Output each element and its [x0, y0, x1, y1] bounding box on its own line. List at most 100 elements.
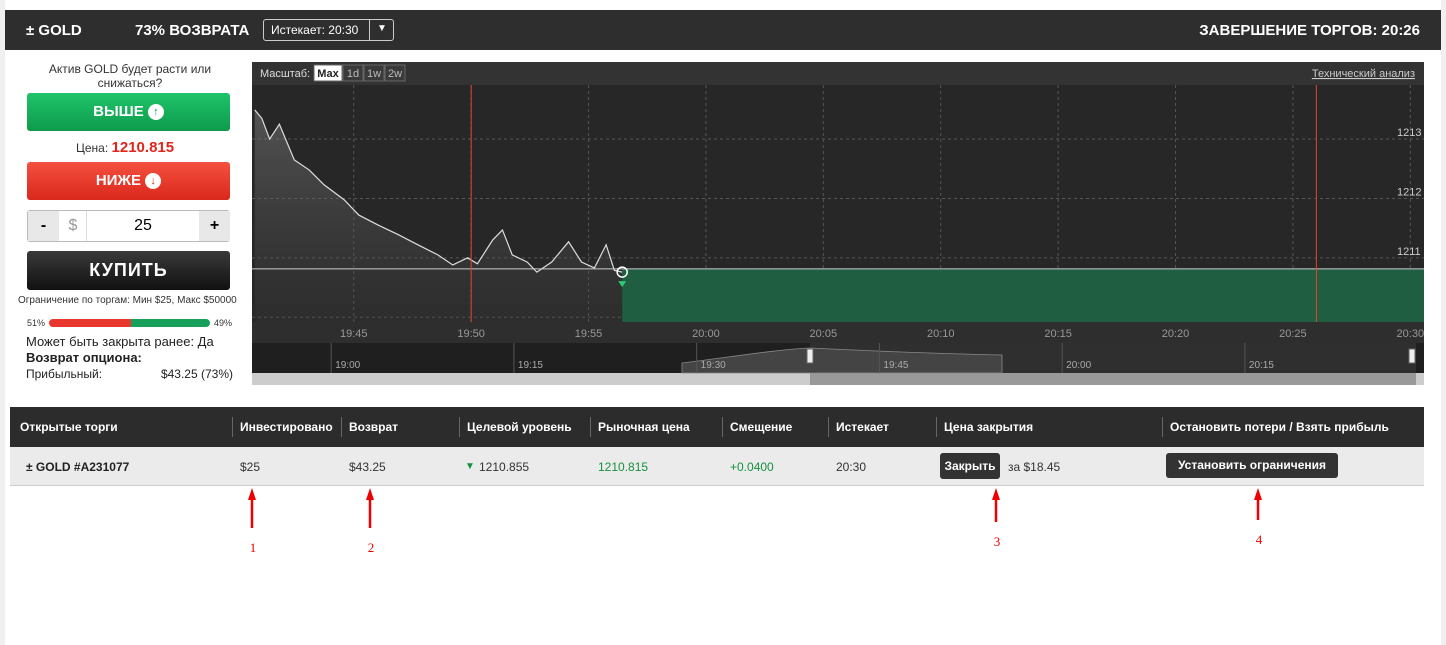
price-line: Цена: 1210.815	[76, 139, 174, 156]
annotation-number: 2	[368, 540, 375, 555]
column-header: Цена закрытия	[944, 420, 1034, 434]
cell: $43.25	[349, 460, 386, 474]
table-header	[10, 407, 1424, 447]
buy-button[interactable]: КУПИТЬ	[27, 251, 230, 290]
direction-arrow	[618, 281, 627, 288]
x-tick-label: 19:55	[575, 328, 603, 340]
column-divider	[722, 417, 723, 437]
column-header: Возврат	[349, 420, 399, 434]
column-header: Рыночная цена	[598, 420, 690, 434]
column-header: Открытые торги	[20, 420, 118, 434]
down-label: НИЖЕ	[95, 172, 141, 189]
x-tick-label: 20:00	[692, 328, 720, 340]
x-tick-label: 20:25	[1279, 328, 1307, 340]
sentiment-down-label: 51%	[27, 318, 46, 328]
x-tick-label: 20:05	[810, 328, 838, 340]
x-axis-bg	[252, 322, 1424, 343]
y-tick-label: 1213	[1397, 127, 1421, 139]
down-button[interactable]: НИЖЕ ↓	[27, 162, 230, 200]
analysis-link[interactable]: Технический анализ	[1312, 68, 1415, 80]
navigator-handle[interactable]	[1408, 348, 1416, 364]
close-button[interactable]: Закрыть	[940, 453, 1000, 479]
cell: +0.0400	[730, 460, 774, 474]
set-limits-button[interactable]: Установить ограничения	[1166, 453, 1338, 478]
zoom-button[interactable]	[363, 64, 385, 82]
close-time: ЗАВЕРШЕНИЕ ТОРГОВ: 20:26	[1199, 22, 1420, 39]
sentiment-segment	[49, 319, 132, 327]
annotation-number: 4	[1256, 532, 1263, 547]
price-line	[254, 109, 623, 273]
zoom-button[interactable]	[313, 64, 343, 82]
price-label: Цена:	[76, 141, 109, 155]
column-divider	[936, 417, 937, 437]
y-tick-label: 1211	[1397, 246, 1421, 258]
close-price: за $18.45	[1008, 460, 1061, 474]
chart: Масштаб: Технический анализ Max 1d 1w 2w 19:…	[252, 62, 1424, 385]
annotation-arrowhead	[992, 488, 1000, 500]
up-icon: ↑	[147, 104, 164, 120]
expiry-select[interactable]: Истекает: 20:30 ▼	[263, 19, 394, 41]
cell: 1210.815	[598, 460, 649, 474]
amount[interactable]: 25	[134, 217, 152, 234]
annotation-number: 1	[250, 540, 257, 555]
x-tick-label: 20:15	[1044, 328, 1072, 340]
x-tick-label: 20:30	[1397, 328, 1424, 340]
annotation-arrowhead	[1254, 488, 1262, 500]
question: Актив GOLD будет расти или снижаться?	[48, 62, 212, 90]
sentiment-bar	[49, 319, 210, 327]
x-tick-label: 19:45	[340, 328, 368, 340]
column-divider	[341, 417, 342, 437]
asset: ± GOLD	[26, 22, 82, 39]
entry-point	[616, 266, 628, 278]
profit-label: Прибыльный:	[26, 367, 103, 381]
navigator-tick-label: 20:00	[1066, 360, 1091, 371]
limits: Ограничение по торгам: Мин $25, Макс $50…	[18, 295, 237, 306]
down-icon: ↓	[145, 173, 162, 189]
return-title: Возврат опциона:	[26, 350, 142, 365]
zoom-option: 1w	[367, 68, 381, 80]
x-tick-label: 19:50	[457, 328, 485, 340]
navigator-tick-label: 19:00	[335, 360, 360, 371]
sentiment-up-label: 49%	[214, 318, 233, 328]
navigator-line	[681, 347, 1003, 374]
zoom-option: 1d	[347, 68, 359, 80]
annotation-number: 3	[994, 534, 1001, 549]
navigator-tick-label: 20:15	[1249, 360, 1274, 371]
early-close: Может быть закрыта ранее: Да	[26, 334, 214, 349]
zoom-option: 2w	[388, 68, 402, 80]
toolbar-bg	[252, 62, 1424, 85]
navigator-tick-label: 19:30	[701, 360, 726, 371]
payout: 73% ВОЗВРАТА	[135, 22, 250, 39]
profit-value: $43.25 (73%)	[160, 367, 233, 381]
annotations: 1 2 3 4	[248, 488, 1263, 555]
up-label: ВЫШЕ	[93, 103, 144, 120]
column-header: Инвестировано	[240, 420, 333, 434]
column-header: Смещение	[730, 420, 793, 434]
divider	[369, 20, 370, 40]
up-button[interactable]: ВЫШЕ ↑	[27, 93, 230, 131]
x-tick-label: 20:20	[1162, 328, 1190, 340]
sentiment-segment	[131, 319, 210, 327]
minus-button[interactable]: -	[28, 211, 59, 241]
expiry-text: Истекает: 20:30	[271, 23, 359, 37]
column-divider	[590, 417, 591, 437]
zoom-option: Max	[317, 68, 339, 80]
zoom-button[interactable]	[384, 64, 406, 82]
annotation-arrowhead	[366, 488, 374, 500]
plus-button[interactable]: +	[199, 211, 230, 241]
target-down-icon: ▼	[465, 461, 475, 472]
column-header: Остановить потери / Взять прибыль	[1170, 420, 1389, 434]
zoom-label: Масштаб:	[260, 68, 310, 80]
column-divider	[232, 417, 233, 437]
cell: 20:30	[836, 460, 867, 474]
x-tick-label: 20:10	[927, 328, 955, 340]
column-divider	[1162, 417, 1163, 437]
navigator-tick-label: 19:45	[883, 360, 908, 371]
navigator-handle[interactable]	[806, 348, 814, 364]
column-header: Истекает	[836, 420, 889, 434]
top-bar	[5, 10, 1441, 50]
zoom-button[interactable]	[342, 64, 364, 82]
y-tick-label: 1212	[1397, 186, 1421, 198]
cell: ± GOLD #A231077	[26, 460, 130, 474]
scrollbar-thumb[interactable]	[810, 373, 1416, 385]
